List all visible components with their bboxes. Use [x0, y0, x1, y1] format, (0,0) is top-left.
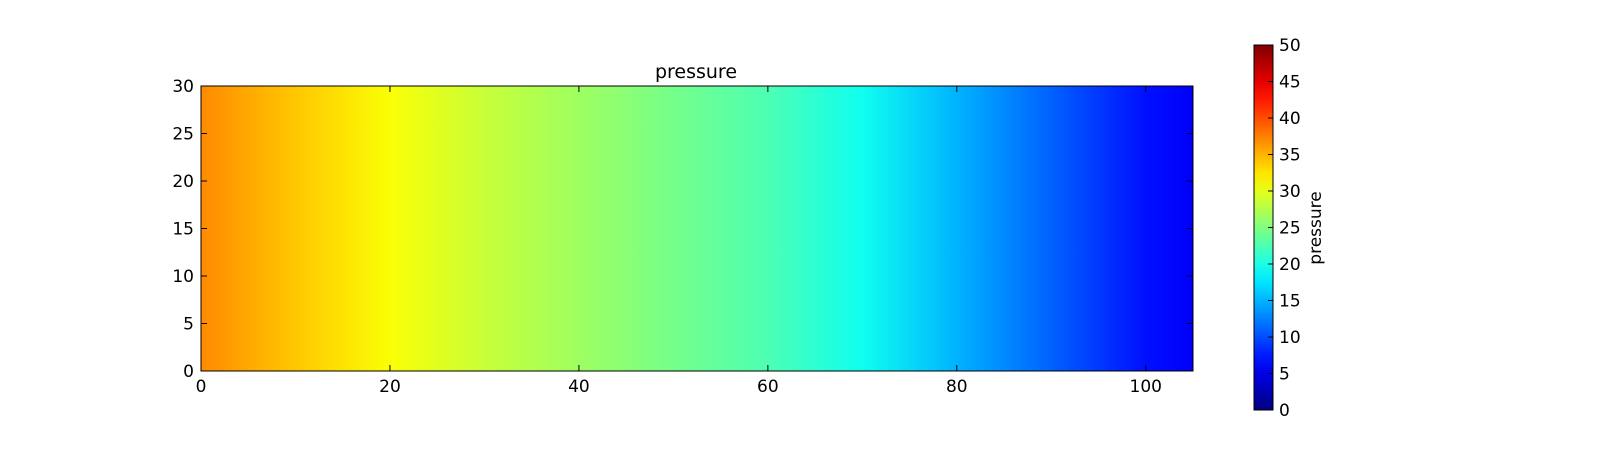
heatmap-field [201, 86, 1193, 371]
colorbar-tick-label: 10 [1279, 328, 1301, 348]
y-tick-label: 0 [183, 362, 194, 382]
colorbar-tick-label: 20 [1279, 255, 1301, 275]
x-tick-label: 100 [1130, 377, 1162, 397]
colorbar-tick-label: 35 [1279, 146, 1301, 166]
colorbar-tick-label: 45 [1279, 73, 1301, 93]
x-tick-label: 20 [379, 377, 401, 397]
colorbar-tick-label: 15 [1279, 292, 1301, 312]
chart-title: pressure [655, 61, 737, 83]
x-axis: 0 20 40 60 80 100 [196, 86, 1162, 397]
y-axis: 0 5 10 15 20 25 30 [172, 77, 1193, 382]
colorbar [1254, 45, 1273, 410]
x-tick-label: 80 [946, 377, 968, 397]
colorbar-tick-label: 25 [1279, 219, 1301, 239]
y-tick-label: 30 [172, 77, 194, 97]
y-tick-label: 15 [172, 220, 194, 240]
colorbar-tick-label: 30 [1279, 182, 1301, 202]
x-tick-label: 60 [757, 377, 779, 397]
y-tick-label: 25 [172, 125, 194, 145]
colorbar-tick-label: 0 [1279, 401, 1290, 421]
colorbar-label: pressure [1306, 191, 1326, 264]
y-tick-label: 10 [172, 267, 194, 287]
colorbar-tick-label: 40 [1279, 109, 1301, 129]
x-tick-label: 40 [568, 377, 590, 397]
y-tick-label: 20 [172, 172, 194, 192]
x-tick-label: 0 [196, 377, 207, 397]
colorbar-tick-label: 5 [1279, 365, 1290, 385]
y-tick-label: 5 [183, 315, 194, 335]
colorbar-axis: 0 5 10 15 20 25 30 35 40 45 50 [1268, 36, 1301, 421]
colorbar-tick-label: 50 [1279, 36, 1301, 56]
